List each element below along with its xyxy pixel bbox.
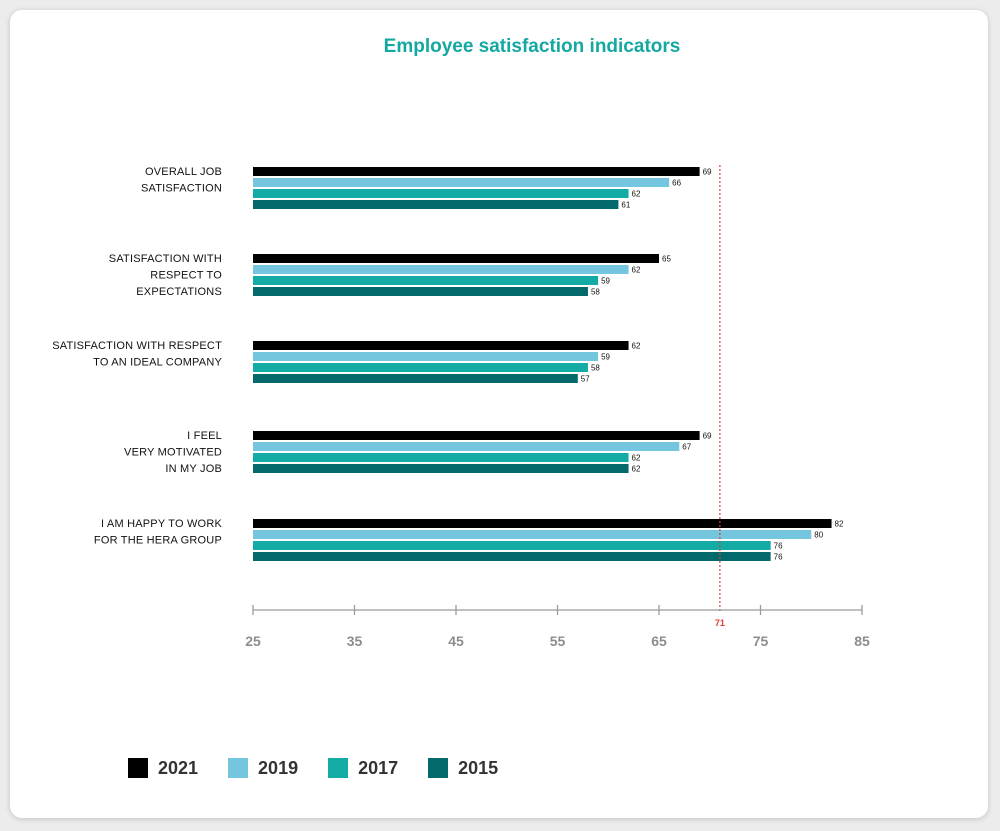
value-label: 69	[703, 432, 712, 441]
value-label: 59	[601, 277, 610, 286]
category-label: TO AN IDEAL COMPANY	[93, 357, 222, 369]
bar-2015-2	[253, 287, 588, 296]
value-label: 62	[632, 342, 641, 351]
category-label: SATISFACTION WITH RESPECT	[52, 340, 222, 352]
category-label: SATISFACTION WITH	[109, 253, 222, 265]
reference-line-label: 71	[715, 618, 725, 628]
value-label: 61	[621, 201, 630, 210]
value-label: 57	[581, 375, 590, 384]
value-label: 69	[703, 168, 712, 177]
legend-label-2021: 2021	[158, 757, 199, 778]
bar-2017-4	[253, 453, 629, 462]
legend-item-2019: 2019	[228, 758, 298, 779]
legend-item-2021: 2021	[128, 758, 198, 779]
value-label: 65	[662, 255, 671, 264]
category-label: FOR THE HERA GROUP	[94, 535, 222, 547]
value-label: 66	[672, 179, 681, 188]
bar-2017-5	[253, 541, 771, 550]
x-tick-label: 65	[651, 633, 667, 649]
bar-2015-4	[253, 464, 629, 473]
value-label: 80	[814, 531, 823, 540]
x-tick-label: 35	[347, 633, 363, 649]
legend-swatch-2019	[228, 758, 249, 778]
legend-label-2017: 2017	[358, 757, 399, 778]
category-label: EXPECTATIONS	[136, 286, 222, 298]
bar-2021-4	[253, 431, 700, 440]
value-label: 62	[632, 465, 641, 474]
value-label: 62	[632, 190, 641, 199]
category-label: OVERALL JOB	[145, 166, 222, 178]
legend-swatch-2017	[328, 758, 349, 778]
x-tick-label: 55	[550, 633, 566, 649]
category-label: RESPECT TO	[150, 270, 222, 282]
bar-2017-2	[253, 276, 599, 285]
category-label: IN MY JOB	[165, 463, 222, 475]
value-label: 82	[835, 520, 844, 529]
x-tick-label: 45	[448, 633, 464, 649]
bar-2019-4	[253, 442, 680, 451]
bar-2021-1	[253, 167, 700, 176]
bar-2017-3	[253, 363, 588, 372]
value-label: 76	[774, 553, 783, 562]
chart-legend: 2021 2019 2017 2015	[128, 756, 528, 780]
bar-2019-3	[253, 352, 599, 361]
legend-swatch-2021	[128, 758, 148, 778]
bar-2015-1	[253, 200, 619, 209]
chart-title: Employee satisfaction indicators	[383, 36, 681, 57]
bar-2021-5	[253, 519, 832, 528]
x-tick-label: 85	[854, 633, 870, 649]
value-label: 59	[601, 353, 610, 362]
legend-item-2015: 2015	[428, 758, 498, 779]
category-label: I AM HAPPY TO WORK	[101, 518, 222, 530]
bar-2015-3	[253, 374, 578, 383]
bar-2021-3	[253, 341, 629, 350]
bar-2015-5	[253, 552, 771, 561]
x-tick-label: 75	[753, 633, 769, 649]
value-label: 76	[774, 542, 783, 551]
bar-2017-1	[253, 189, 629, 198]
value-label: 58	[591, 288, 600, 297]
category-label: SATISFACTION	[141, 183, 222, 195]
category-label: VERY MOTIVATED	[124, 447, 222, 459]
legend-label-2019: 2019	[258, 757, 299, 778]
chart-card	[10, 10, 988, 818]
value-label: 62	[632, 266, 641, 275]
legend-label-2015: 2015	[458, 757, 499, 778]
legend-item-2017: 2017	[328, 758, 398, 779]
value-label: 58	[591, 364, 600, 373]
value-label: 62	[632, 454, 641, 463]
category-label: I FEEL	[187, 430, 222, 442]
bar-2019-5	[253, 530, 812, 539]
bar-2019-1	[253, 178, 670, 187]
value-label: 67	[682, 443, 691, 452]
x-tick-label: 25	[245, 633, 261, 649]
legend-swatch-2015	[428, 758, 449, 778]
bar-2019-2	[253, 265, 629, 274]
bar-2021-2	[253, 254, 659, 263]
